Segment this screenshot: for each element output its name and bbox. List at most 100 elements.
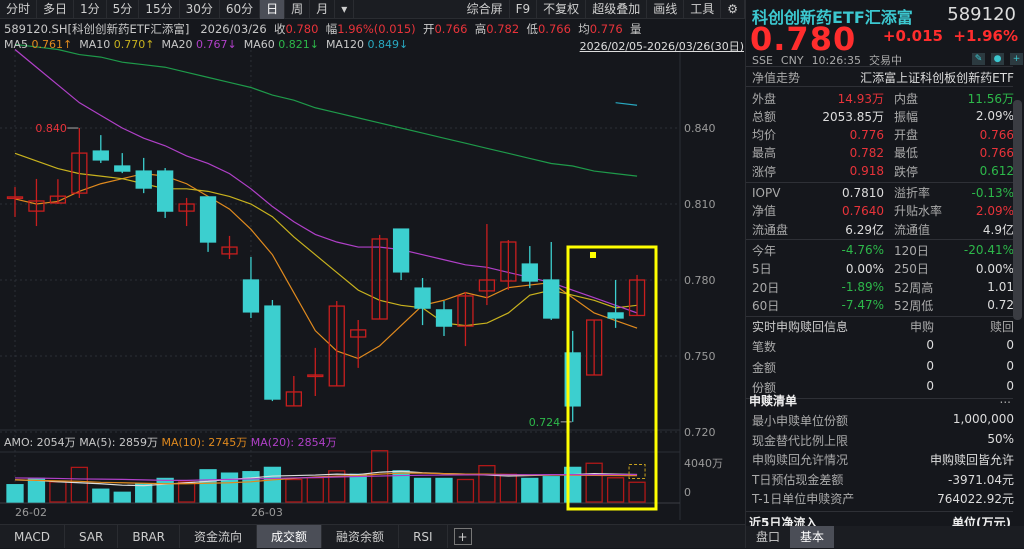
candle [71, 128, 88, 198]
add-indicator-icon[interactable]: + [453, 528, 472, 545]
amount-legend: AMO: 2054万 MA(5): 2859万 MA(10): 2745万 MA… [4, 434, 337, 450]
toolbar-button[interactable]: 综合屏 [461, 0, 510, 19]
list-row: 最小申赎单位份额 1,000,000 [752, 412, 1014, 430]
more-button[interactable]: ... [999, 392, 1011, 406]
row-value: 0 [1006, 358, 1014, 373]
row-label: 52周低 [894, 298, 934, 313]
caret-down-icon[interactable]: ▾ [335, 0, 355, 19]
period-tab[interactable]: 多日 [37, 0, 75, 19]
volume-bar [349, 473, 367, 503]
indicator-tab[interactable]: SAR [65, 525, 119, 548]
pencil-icon[interactable]: ✎ [972, 53, 985, 65]
candle-body [543, 279, 560, 319]
volume-forecast-box [628, 464, 646, 479]
period-tab[interactable]: 15分 [139, 0, 180, 19]
candle-body [135, 170, 152, 189]
candle-body [6, 196, 24, 200]
row-label: 20日 [752, 280, 780, 295]
row-value: 0 [926, 358, 934, 373]
row-value: -0.13% [971, 185, 1014, 200]
candle [457, 291, 474, 347]
volume-bar [285, 478, 303, 503]
symbol-label: 589120.SH[科创创新药ETF汇添富] [4, 22, 190, 36]
candle-body [242, 279, 260, 313]
quote-row: 净值 0.7640 升贴水率 2.09% [752, 202, 1014, 220]
date-range-link[interactable]: 2026/02/05-2026/03/26(30日) [579, 40, 744, 53]
row-value: 0.72 [987, 298, 1014, 313]
indicator-tab[interactable]: 成交额 [257, 525, 323, 548]
period-tab[interactable]: 5分 [107, 0, 140, 19]
list-row: 现金替代比例上限 50% [752, 432, 1014, 450]
gear-icon[interactable]: ⚙ [721, 0, 745, 19]
panel-tab[interactable]: 基本 [790, 526, 835, 548]
candle-body [307, 374, 324, 378]
indicator-tab[interactable]: RSI [399, 525, 448, 548]
ma120-value: 0.849↓ [367, 38, 409, 51]
close-label: 收 [273, 22, 286, 36]
toolbar-button[interactable]: F9 [510, 0, 538, 19]
panel-tab[interactable]: 盘口 [756, 530, 781, 544]
kline-chart[interactable]: 0.840 0.810 0.780 0.750 0.720 26-02 26-03 0.840… [0, 0, 745, 548]
ma5-label: MA5 [4, 38, 29, 51]
indicator-tab[interactable]: BRAR [118, 525, 181, 548]
quote-row: 60日 -7.47% 52周低 0.72 [752, 296, 1014, 314]
fund-full-name: 汇添富上证科创板创新药ETF [860, 71, 1014, 85]
candle-body [457, 295, 474, 327]
indicator-tab[interactable]: MACD [0, 525, 65, 548]
ma5-value: 0.761↑ [31, 38, 73, 51]
row-label: 笔数 [752, 340, 777, 355]
row-label: 52周高 [894, 280, 934, 295]
period-tab[interactable]: 周 [285, 0, 311, 19]
open-value: 0.766 [434, 22, 468, 36]
candle-body [221, 246, 238, 255]
row-label: 开盘 [894, 128, 919, 143]
row-label: 跌停 [894, 164, 919, 179]
toolbar-button[interactable]: 超级叠加 [586, 0, 648, 19]
period-tab[interactable]: 30分 [180, 0, 220, 19]
ma10-value: 0.770↑ [113, 38, 155, 51]
bell-icon[interactable]: ● [991, 53, 1004, 65]
min-price-label: 0.724 [529, 416, 561, 429]
candle-body [628, 279, 646, 317]
toolbar-button[interactable]: 工具 [684, 0, 722, 19]
nav-trend-label[interactable]: 净值走势 [752, 71, 801, 85]
volume-bar [242, 471, 260, 503]
candle [242, 256, 260, 318]
row-label: 振幅 [894, 109, 919, 124]
candle [543, 242, 560, 321]
candle-body [114, 165, 131, 172]
add-icon[interactable]: + [1010, 53, 1023, 65]
candle-body [285, 391, 303, 407]
row-label: T-1日单位申赎资产 [752, 492, 855, 506]
row-value: -4.76% [841, 243, 884, 258]
period-tab[interactable]: 1分 [74, 0, 107, 19]
panel-scrollbar[interactable] [1013, 100, 1022, 320]
toolbar-button[interactable]: 画线 [647, 0, 685, 19]
candle [92, 135, 109, 163]
col-redeem: 赎回 [989, 319, 1014, 334]
indicator-tab[interactable]: 资金流向 [180, 525, 258, 548]
row-label: 250日 [894, 262, 929, 277]
period-tab[interactable]: 60分 [220, 0, 261, 19]
panel-tabs: 盘口 基本 [746, 526, 1024, 548]
row-label: 份额 [752, 381, 777, 396]
period-tab[interactable]: 分时 [0, 0, 38, 19]
indicator-tab[interactable]: 融资余额 [322, 525, 400, 548]
period-tab[interactable]: 日 [260, 0, 286, 19]
y-tick-label: 0.720 [684, 426, 716, 439]
row-value: 0.612 [979, 164, 1014, 179]
quote-row: 5日 0.00% 250日 0.00% [752, 260, 1014, 278]
open-label: 开 [422, 22, 435, 36]
toolbar-button[interactable]: 不复权 [537, 0, 587, 19]
row-value: 0.7810 [842, 185, 884, 200]
ma60-label: MA60 [243, 38, 275, 51]
ma10-line [14, 152, 638, 327]
candle [178, 197, 195, 227]
period-tab[interactable]: 月 [310, 0, 336, 19]
candle-body [586, 319, 603, 376]
candle [199, 196, 217, 252]
row-label: 今年 [752, 243, 777, 258]
candle [628, 274, 646, 317]
volume-bar [413, 477, 432, 503]
nav-trend-row[interactable]: 净值走势 汇添富上证科创板创新药ETF [752, 69, 1014, 87]
